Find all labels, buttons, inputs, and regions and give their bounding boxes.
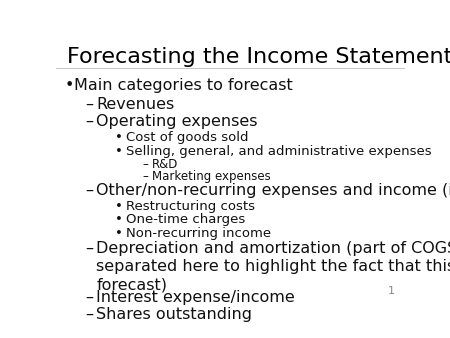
Text: Operating expenses: Operating expenses (96, 114, 258, 129)
Text: Non-recurring income: Non-recurring income (126, 227, 271, 240)
Text: •: • (115, 213, 123, 226)
Text: –: – (85, 290, 93, 305)
Text: –: – (85, 241, 93, 256)
Text: Revenues: Revenues (96, 97, 175, 112)
Text: Forecasting the Income Statement: Forecasting the Income Statement (67, 47, 450, 67)
Text: –: – (85, 114, 93, 129)
Text: Interest expense/income: Interest expense/income (96, 290, 295, 305)
Text: Cost of goods sold: Cost of goods sold (126, 131, 248, 144)
Text: –: – (143, 159, 148, 171)
Text: Marketing expenses: Marketing expenses (152, 170, 271, 184)
Text: •: • (115, 227, 123, 240)
Text: –: – (85, 183, 93, 197)
Text: –: – (143, 170, 148, 184)
Text: •: • (115, 199, 123, 213)
Text: Other/non-recurring expenses and income (if forecastable): Other/non-recurring expenses and income … (96, 183, 450, 197)
Text: Restructuring costs: Restructuring costs (126, 199, 255, 213)
Text: One-time charges: One-time charges (126, 213, 245, 226)
Text: •: • (115, 131, 123, 144)
Text: Depreciation and amortization (part of COGS or SG&A, but
separated here to highl: Depreciation and amortization (part of C… (96, 241, 450, 293)
Text: •: • (115, 145, 123, 158)
Text: •: • (65, 78, 74, 93)
Text: 1: 1 (387, 286, 395, 296)
Text: R&D: R&D (152, 159, 179, 171)
Text: Shares outstanding: Shares outstanding (96, 307, 252, 322)
Text: –: – (85, 97, 93, 112)
Text: –: – (85, 307, 93, 322)
Text: Main categories to forecast: Main categories to forecast (74, 78, 292, 93)
Text: Selling, general, and administrative expenses: Selling, general, and administrative exp… (126, 145, 432, 158)
